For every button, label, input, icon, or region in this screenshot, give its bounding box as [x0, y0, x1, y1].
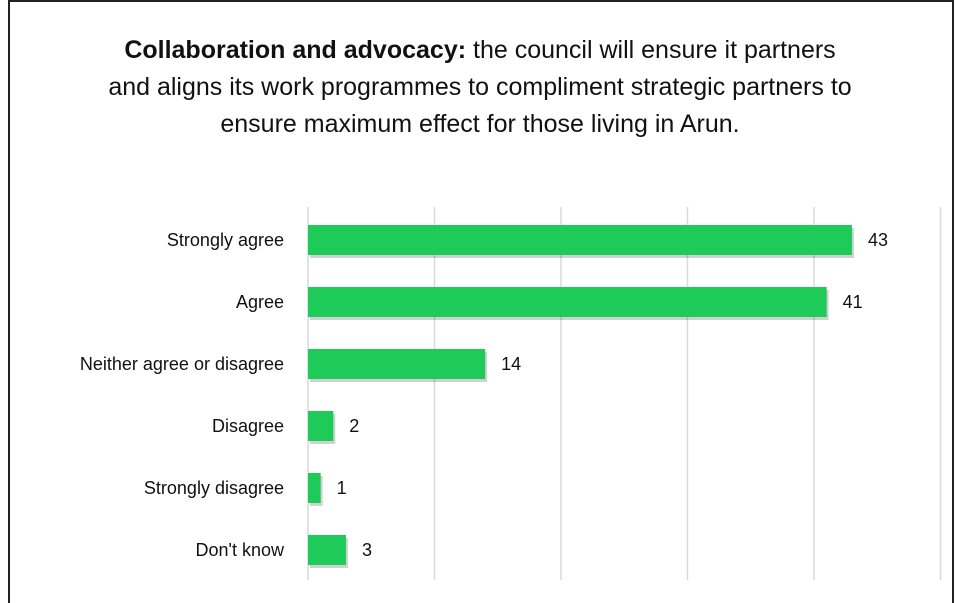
bar — [308, 411, 334, 441]
category-label: Strongly agree — [167, 230, 284, 250]
category-label: Agree — [236, 292, 284, 312]
chart-title-bold: Collaboration and advocacy: — [124, 36, 467, 64]
grid-lines — [307, 207, 942, 580]
value-label: 2 — [349, 416, 359, 436]
category-label: Neither agree or disagree — [80, 354, 284, 374]
labels: Strongly agree 43 Agree 41 Neither agree or … — [80, 230, 888, 560]
category-label: Disagree — [212, 416, 284, 436]
bar — [308, 473, 321, 503]
value-label: 1 — [337, 478, 347, 498]
chart-title-rest: the council will ensure it partners and … — [108, 36, 852, 138]
bar — [308, 225, 852, 255]
bar — [308, 535, 346, 565]
bars — [308, 225, 854, 568]
category-label: Strongly disagree — [144, 478, 284, 498]
bar — [308, 349, 486, 379]
bar — [308, 287, 827, 317]
value-label: 41 — [843, 292, 863, 312]
value-label: 3 — [362, 540, 372, 560]
value-label: 14 — [501, 354, 521, 374]
value-label: 43 — [868, 230, 888, 250]
category-label: Don't know — [196, 540, 285, 560]
chart-title: Collaboration and advocacy: the council … — [100, 32, 860, 143]
